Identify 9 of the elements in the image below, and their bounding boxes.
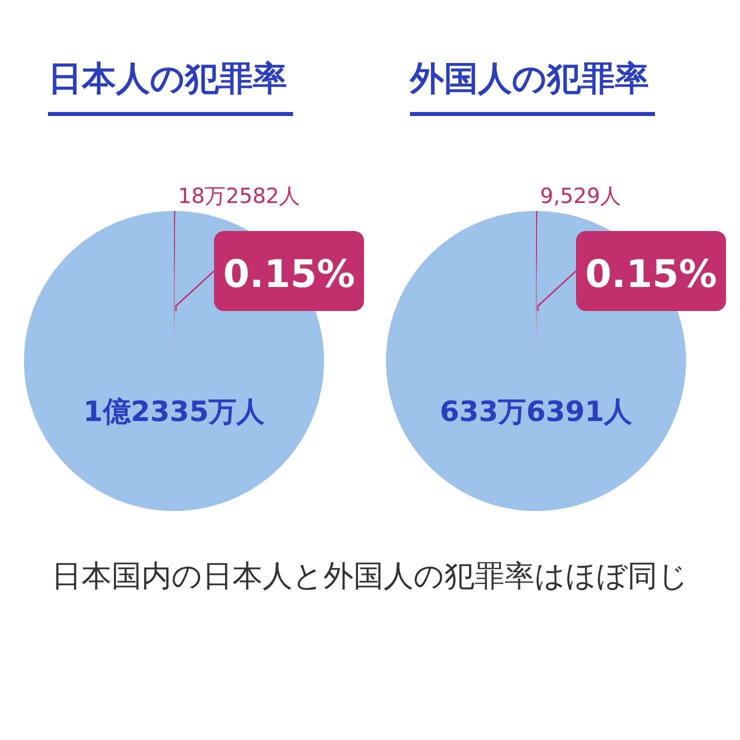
text: 0.15% (223, 252, 355, 296)
text: 0.15% (585, 252, 717, 296)
slice-label: 633万6391人 (440, 395, 634, 428)
slice-label: 1億2335万人 (83, 395, 266, 428)
text: 日本国内の日本人と外国人の犯罪率はほぼ同じ (50, 558, 690, 596)
chart-title: 日本人の犯罪率 (48, 8, 293, 116)
slice-label: 9,529人 (540, 184, 622, 208)
chart-title: 外国人の犯罪率 (410, 8, 655, 116)
slice-label: 18万2582人 (178, 184, 300, 208)
